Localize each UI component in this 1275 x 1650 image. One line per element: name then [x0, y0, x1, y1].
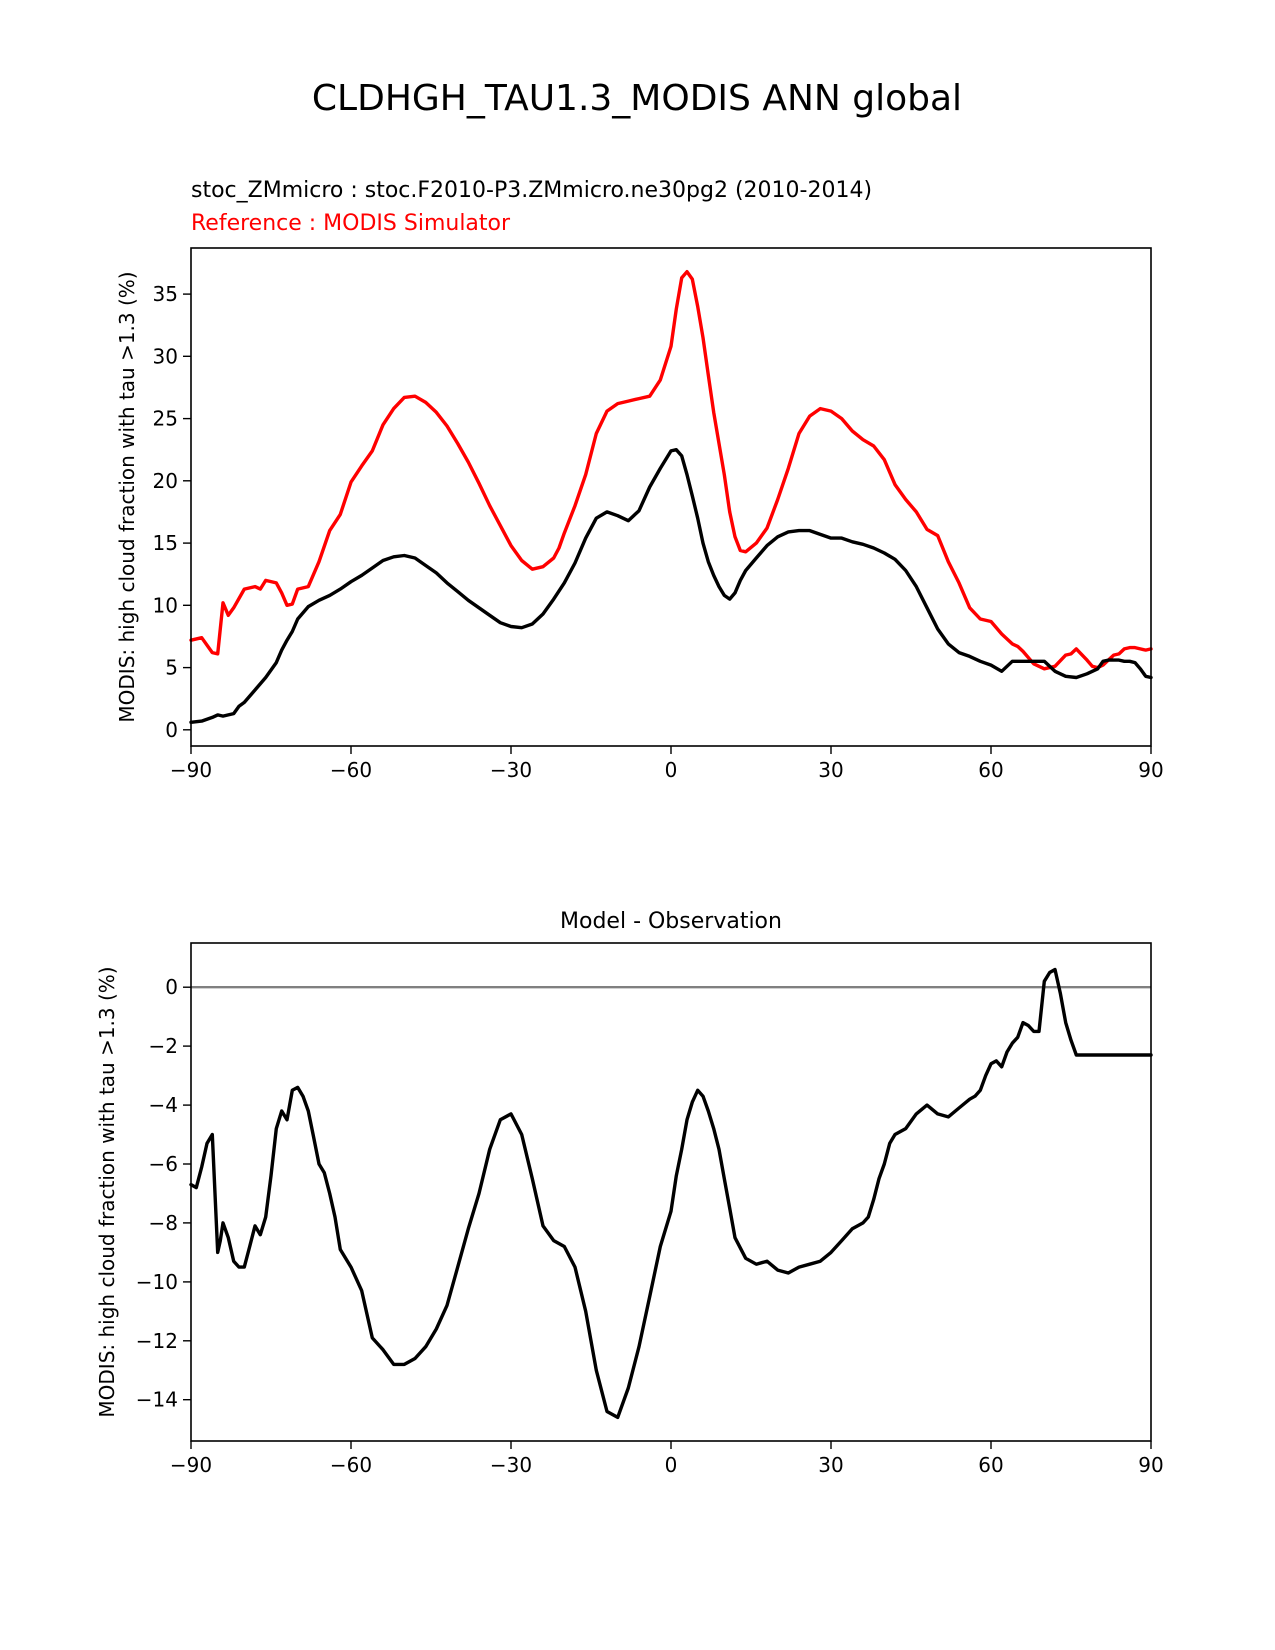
- bottom-plot-frame: [190, 942, 1152, 1442]
- y-tick-label: 10: [153, 593, 178, 617]
- y-tick-label: −12: [136, 1329, 178, 1353]
- test-series-line: [189, 448, 1153, 724]
- x-tick-label: 0: [665, 1453, 678, 1477]
- bottom-panel: Model - Observation −90 −60 −30 0 30 60 900−2−…: [95, 909, 1164, 1477]
- figure-title: CLDHGH_TAU1.3_MODIS ANN global: [312, 78, 962, 119]
- y-tick-label: 5: [165, 656, 178, 680]
- x-tick-label: 0: [665, 758, 678, 782]
- y-tick-label: −8: [149, 1211, 178, 1235]
- y-tick-label: −2: [149, 1034, 178, 1058]
- y-tick-label: 0: [165, 718, 178, 742]
- x-tick-label: 90: [1138, 1453, 1163, 1477]
- y-tick-label: 30: [153, 344, 178, 368]
- reference-title: Reference : MODIS Simulator: [191, 211, 511, 236]
- y-tick-label: 35: [153, 282, 178, 306]
- test-run-title: stoc_ZMmicro : stoc.F2010-P3.ZMmicro.ne3…: [191, 178, 872, 203]
- y-tick-label: 25: [153, 407, 178, 431]
- x-tick-label: 60: [978, 1453, 1003, 1477]
- top-plot-frame: [190, 247, 1152, 747]
- x-tick-label: −30: [490, 1453, 532, 1477]
- y-tick-label: −4: [149, 1093, 178, 1117]
- y-tick-label: 15: [153, 531, 178, 555]
- x-tick-label: −60: [330, 1453, 372, 1477]
- x-tick-label: 90: [1138, 758, 1163, 782]
- y-tick-label: −10: [136, 1270, 178, 1294]
- top-y-axis-label: MODIS: high cloud fraction with tau >1.3…: [115, 271, 139, 722]
- x-tick-label: 30: [818, 758, 843, 782]
- bottom-y-axis-label: MODIS: high cloud fraction with tau >1.3…: [95, 966, 119, 1417]
- y-tick-label: 0: [165, 975, 178, 999]
- bottom-series-layer: [189, 967, 1153, 1420]
- x-tick-label: −30: [490, 758, 532, 782]
- bottom-tick-layer: −90 −60 −30 0 30 60 90 0 −2 −4 −6 −8 −10 −12 −14: [136, 975, 1164, 1477]
- x-tick-label: −90: [170, 1453, 212, 1477]
- x-tick-label: −60: [330, 758, 372, 782]
- difference-title: Model - Observation: [560, 909, 782, 934]
- top-panel: stoc_ZMmicro : stoc.F2010-P3.ZMmicro.ne3…: [115, 178, 1164, 782]
- reference-series-line: [189, 270, 1153, 671]
- y-tick-label: −6: [149, 1152, 178, 1176]
- x-tick-label: 30: [818, 1453, 843, 1477]
- top-series-layer: [189, 270, 1153, 724]
- top-tick-layer: −90 −60 −30 0 30 60 90 0 5 10 15 20 25 30 35: [153, 282, 1164, 782]
- y-tick-label: 20: [153, 469, 178, 493]
- x-tick-label: 60: [978, 758, 1003, 782]
- x-tick-label: −90: [170, 758, 212, 782]
- y-tick-label: −14: [136, 1388, 178, 1412]
- difference-series-line: [189, 967, 1153, 1420]
